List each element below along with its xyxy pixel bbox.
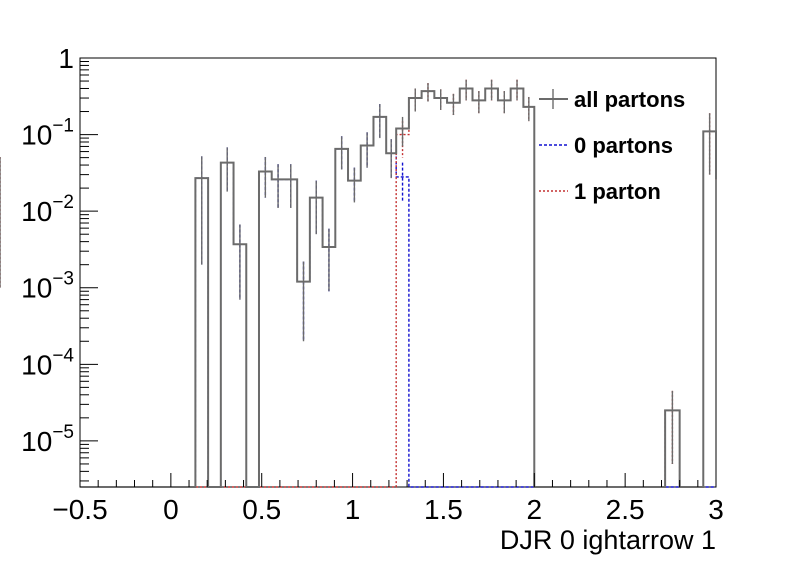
plot-frame xyxy=(79,57,717,488)
axes-layer: −0.5 0 0.5 1 1.5 2 2.5 3 1 10−1 10−2 10−3 10−4 10−5 xyxy=(21,43,724,525)
x-axis-title: DJR 0 ightarrow 1 xyxy=(500,525,716,555)
y-tick-label: 10−3 xyxy=(21,269,74,304)
x-tick-label: −0.5 xyxy=(52,494,107,525)
plot-area-frame xyxy=(79,57,717,488)
legend: all partons 0 partons 1 parton xyxy=(539,87,685,204)
y-tick-label: 1 xyxy=(58,43,74,74)
legend-entry-p1: 1 parton xyxy=(539,179,661,204)
y-tick-label: 10−2 xyxy=(21,192,74,227)
y-tick-label: 10−4 xyxy=(21,345,74,380)
series-p0-step-line xyxy=(80,116,716,488)
x-tick-label: 2.5 xyxy=(606,494,645,525)
legend-label: all partons xyxy=(574,87,685,112)
y-tick-label: 10−5 xyxy=(21,422,74,457)
series-p0 xyxy=(80,104,716,488)
x-tick-label: 0 xyxy=(163,494,179,525)
series-all xyxy=(0,79,717,488)
legend-entry-all: all partons xyxy=(539,87,685,112)
x-tick-label: 2 xyxy=(526,494,542,525)
series-all-step-line xyxy=(80,87,717,488)
y-tick-label: 10−1 xyxy=(21,116,74,151)
series-layer xyxy=(0,79,717,488)
x-tick-label: 0.5 xyxy=(242,494,281,525)
x-tick-label: 1 xyxy=(345,494,361,525)
legend-label: 1 parton xyxy=(574,179,661,204)
x-tick-label: 3 xyxy=(708,494,724,525)
legend-label: 0 partons xyxy=(574,133,673,158)
legend-entry-p0: 0 partons xyxy=(539,133,673,158)
x-tick-label: 1.5 xyxy=(424,494,463,525)
